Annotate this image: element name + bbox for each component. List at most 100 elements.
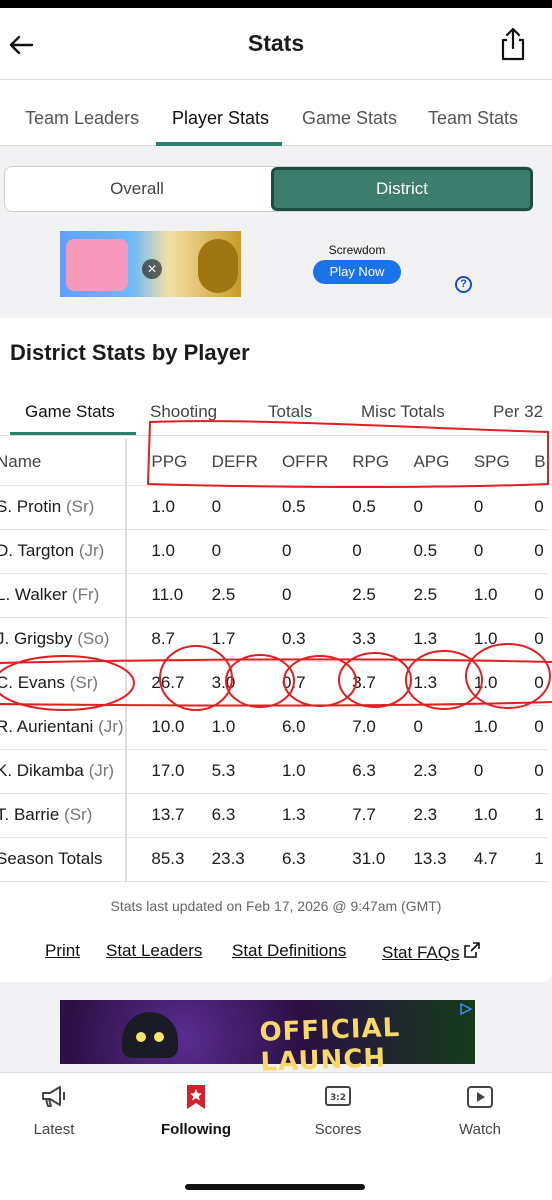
tab-team-stats[interactable]: Team Stats [428, 108, 519, 128]
subtab-shooting[interactable]: Shooting [150, 402, 218, 421]
table-row[interactable]: L. Walker (Fr) 11.0 2.5 0 2.5 2.5 1.0 0 [0, 573, 548, 617]
nav-latest[interactable]: Latest [4, 1083, 104, 1138]
stat-faqs-link[interactable]: Stat FAQs [382, 941, 481, 963]
stat-cell: 1.0 [151, 541, 176, 560]
stat-cell: 0.5 [281, 497, 306, 516]
total-cell: 85.3 [151, 849, 185, 868]
stat-cell: 1.0 [211, 717, 236, 736]
tab-team-leaders[interactable]: Team Leaders [25, 108, 140, 128]
player-name[interactable]: L. Walker [0, 585, 68, 604]
player-name-cell[interactable]: L. Walker (Fr) [0, 573, 128, 617]
share-icon[interactable] [498, 26, 528, 62]
ad-help-icon[interactable]: ? [455, 276, 472, 293]
page-title: Stats [247, 30, 305, 56]
play-video-icon [467, 1086, 493, 1108]
column-header[interactable]: PPG [151, 451, 188, 471]
player-name-cell[interactable]: D. Targton (Jr) [0, 529, 128, 573]
column-header[interactable]: Name [0, 439, 128, 485]
season-totals-label: Season Totals [0, 837, 128, 881]
ad-headline: OFFICIAL LAUNCH [259, 1012, 401, 1078]
column-header[interactable]: DEFR [211, 451, 258, 471]
stat-cell: 8.7 [151, 629, 176, 648]
table-row[interactable]: R. Aurientani (Jr) 10.0 1.0 6.0 7.0 0 1.0 0 [0, 705, 548, 749]
stats-tabs: Team Leaders Player Stats Game Stats Tea… [0, 80, 552, 146]
stat-cell: 6.0 [281, 717, 306, 736]
total-cell: 6.3 [281, 849, 306, 868]
table-row[interactable]: K. Dikamba (Jr) 17.0 5.3 1.0 6.3 2.3 0 0 [0, 749, 548, 793]
subtab-game-stats[interactable]: Game Stats [25, 402, 115, 421]
ad-choices-icon[interactable] [459, 1002, 473, 1016]
tab-player-stats[interactable]: Player Stats [172, 108, 270, 128]
total-cell: 13.3 [413, 849, 447, 868]
player-name[interactable]: K. Dikamba [0, 761, 84, 780]
subtab-totals[interactable]: Totals [268, 402, 313, 421]
back-arrow-icon[interactable] [6, 30, 36, 60]
player-name[interactable]: J. Grigsby [0, 629, 73, 648]
player-name[interactable]: S. Protin [0, 497, 62, 516]
total-cell: 1 [534, 849, 544, 868]
stat-cell: 0 [473, 497, 484, 516]
overall-button[interactable]: Overall [110, 179, 164, 198]
stat-cell: 0 [534, 761, 544, 780]
last-updated-text: Stats last updated on Feb 17, 2026 @ 9:4… [110, 898, 442, 914]
ad-eye [136, 1032, 146, 1042]
ad-character-graphic [198, 239, 238, 293]
stat-leaders-link[interactable]: Stat Leaders [106, 941, 203, 960]
stat-cell: 2.5 [211, 585, 236, 604]
stat-definitions-link[interactable]: Stat Definitions [232, 941, 347, 960]
scoreboard-icon-text: 3:2 [330, 1093, 346, 1103]
table-row[interactable]: T. Barrie (Sr) 13.7 6.3 1.3 7.7 2.3 1.0 1 [0, 793, 548, 837]
ad-banner-image[interactable]: ✕ [60, 231, 241, 297]
player-name-cell[interactable]: R. Aurientani (Jr) [0, 705, 128, 749]
column-header[interactable]: RPG [352, 451, 390, 471]
megaphone-icon [42, 1086, 65, 1107]
stat-cell: 1.0 [473, 805, 498, 824]
district-button[interactable]: District [271, 167, 533, 211]
table-row[interactable]: D. Targton (Jr) 1.0 0 0 0 0.5 0 0 [0, 529, 548, 573]
stat-cell: 0 [534, 629, 544, 648]
player-name[interactable]: C. Evans [0, 673, 65, 692]
stat-cell: 17.0 [151, 761, 185, 780]
nav-following[interactable]: Following [146, 1083, 246, 1138]
scoreboard-icon: 3:2 [325, 1086, 351, 1106]
tab-game-stats[interactable]: Game Stats [302, 108, 398, 128]
mute-icon[interactable]: ✕ [142, 259, 162, 279]
column-header[interactable]: APG [413, 451, 450, 471]
subtab-per-32[interactable]: Per 32 [493, 402, 544, 421]
player-name-cell[interactable]: S. Protin (Sr) [0, 485, 128, 529]
ad-play-now-button[interactable]: Play Now [313, 260, 401, 284]
player-class: (So) [77, 629, 110, 648]
player-name-cell[interactable]: K. Dikamba (Jr) [0, 749, 128, 793]
player-name[interactable]: T. Barrie [0, 805, 60, 824]
stat-cell: 0 [413, 717, 423, 736]
nav-watch[interactable]: Watch [430, 1083, 530, 1138]
stat-cell: 1.3 [413, 629, 438, 648]
stat-cell: 6.3 [211, 805, 236, 824]
subtab-misc-totals[interactable]: Misc Totals [361, 402, 445, 421]
stat-cell: 7.7 [352, 805, 376, 824]
nav-label: Latest [33, 1121, 75, 1138]
stat-cell: 1.3 [281, 805, 306, 824]
table-row[interactable]: S. Protin (Sr) 1.0 0 0.5 0.5 0 0 0 [0, 485, 548, 529]
player-name-cell[interactable]: C. Evans (Sr) [0, 661, 128, 705]
total-cell: 23.3 [211, 849, 245, 868]
stat-faqs-label: Stat FAQs [382, 943, 460, 962]
stat-cell: 0 [473, 541, 484, 560]
column-header[interactable]: B [534, 451, 546, 471]
stat-cell: 13.7 [151, 805, 185, 824]
stat-cell: 0 [281, 541, 292, 560]
player-name[interactable]: D. Targton [0, 541, 75, 560]
player-name[interactable]: R. Aurientani [0, 717, 94, 736]
table-row[interactable]: J. Grigsby (So) 8.7 1.7 0.3 3.3 1.3 1.0 0 [0, 617, 548, 661]
stat-cell: 0 [211, 497, 222, 516]
print-link[interactable]: Print [45, 941, 80, 960]
column-header[interactable]: SPG [473, 451, 510, 471]
stat-cell: 11.0 [151, 585, 184, 604]
stat-cell: 0 [413, 497, 423, 516]
ad-banner-bottom[interactable]: OFFICIAL LAUNCH [60, 1000, 475, 1078]
column-header[interactable]: OFFR [281, 451, 329, 471]
player-name-cell[interactable]: T. Barrie (Sr) [0, 793, 128, 837]
player-name-cell[interactable]: J. Grigsby (So) [0, 617, 128, 661]
nav-scores[interactable]: 3:2 Scores [288, 1083, 388, 1138]
table-row[interactable]: C. Evans (Sr) 26.7 3.0 0.7 3.7 1.3 1.0 0 [0, 661, 548, 705]
